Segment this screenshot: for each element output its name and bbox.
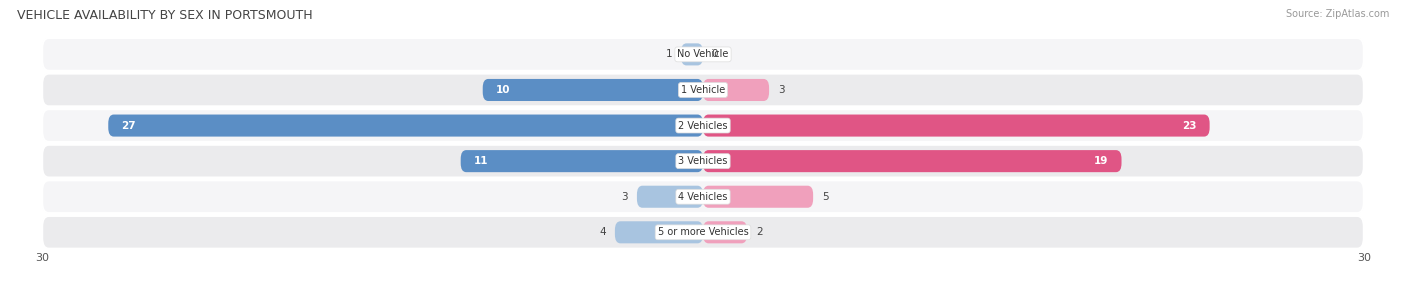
Text: 5: 5 <box>823 192 828 202</box>
Text: Source: ZipAtlas.com: Source: ZipAtlas.com <box>1285 9 1389 19</box>
Text: 5 or more Vehicles: 5 or more Vehicles <box>658 227 748 237</box>
FancyBboxPatch shape <box>681 43 703 66</box>
FancyBboxPatch shape <box>461 150 703 172</box>
FancyBboxPatch shape <box>42 74 1364 106</box>
FancyBboxPatch shape <box>42 216 1364 249</box>
FancyBboxPatch shape <box>703 150 1122 172</box>
Text: 3: 3 <box>778 85 785 95</box>
Text: 4: 4 <box>599 227 606 237</box>
Text: 11: 11 <box>474 156 488 166</box>
Text: 27: 27 <box>121 120 136 131</box>
FancyBboxPatch shape <box>637 186 703 208</box>
Text: 3 Vehicles: 3 Vehicles <box>678 156 728 166</box>
FancyBboxPatch shape <box>108 115 703 137</box>
Text: 1 Vehicle: 1 Vehicle <box>681 85 725 95</box>
FancyBboxPatch shape <box>703 186 813 208</box>
FancyBboxPatch shape <box>703 221 747 243</box>
FancyBboxPatch shape <box>703 79 769 101</box>
Text: 0: 0 <box>711 49 718 59</box>
Text: 23: 23 <box>1182 120 1197 131</box>
Text: 3: 3 <box>621 192 628 202</box>
FancyBboxPatch shape <box>703 115 1209 137</box>
Text: No Vehicle: No Vehicle <box>678 49 728 59</box>
Text: 2: 2 <box>756 227 762 237</box>
Text: 2 Vehicles: 2 Vehicles <box>678 120 728 131</box>
FancyBboxPatch shape <box>482 79 703 101</box>
Text: 10: 10 <box>496 85 510 95</box>
Text: 19: 19 <box>1094 156 1108 166</box>
FancyBboxPatch shape <box>42 109 1364 142</box>
FancyBboxPatch shape <box>42 145 1364 178</box>
FancyBboxPatch shape <box>42 38 1364 71</box>
FancyBboxPatch shape <box>42 180 1364 213</box>
Text: 4 Vehicles: 4 Vehicles <box>678 192 728 202</box>
Text: 1: 1 <box>665 49 672 59</box>
Text: VEHICLE AVAILABILITY BY SEX IN PORTSMOUTH: VEHICLE AVAILABILITY BY SEX IN PORTSMOUT… <box>17 9 312 22</box>
FancyBboxPatch shape <box>614 221 703 243</box>
